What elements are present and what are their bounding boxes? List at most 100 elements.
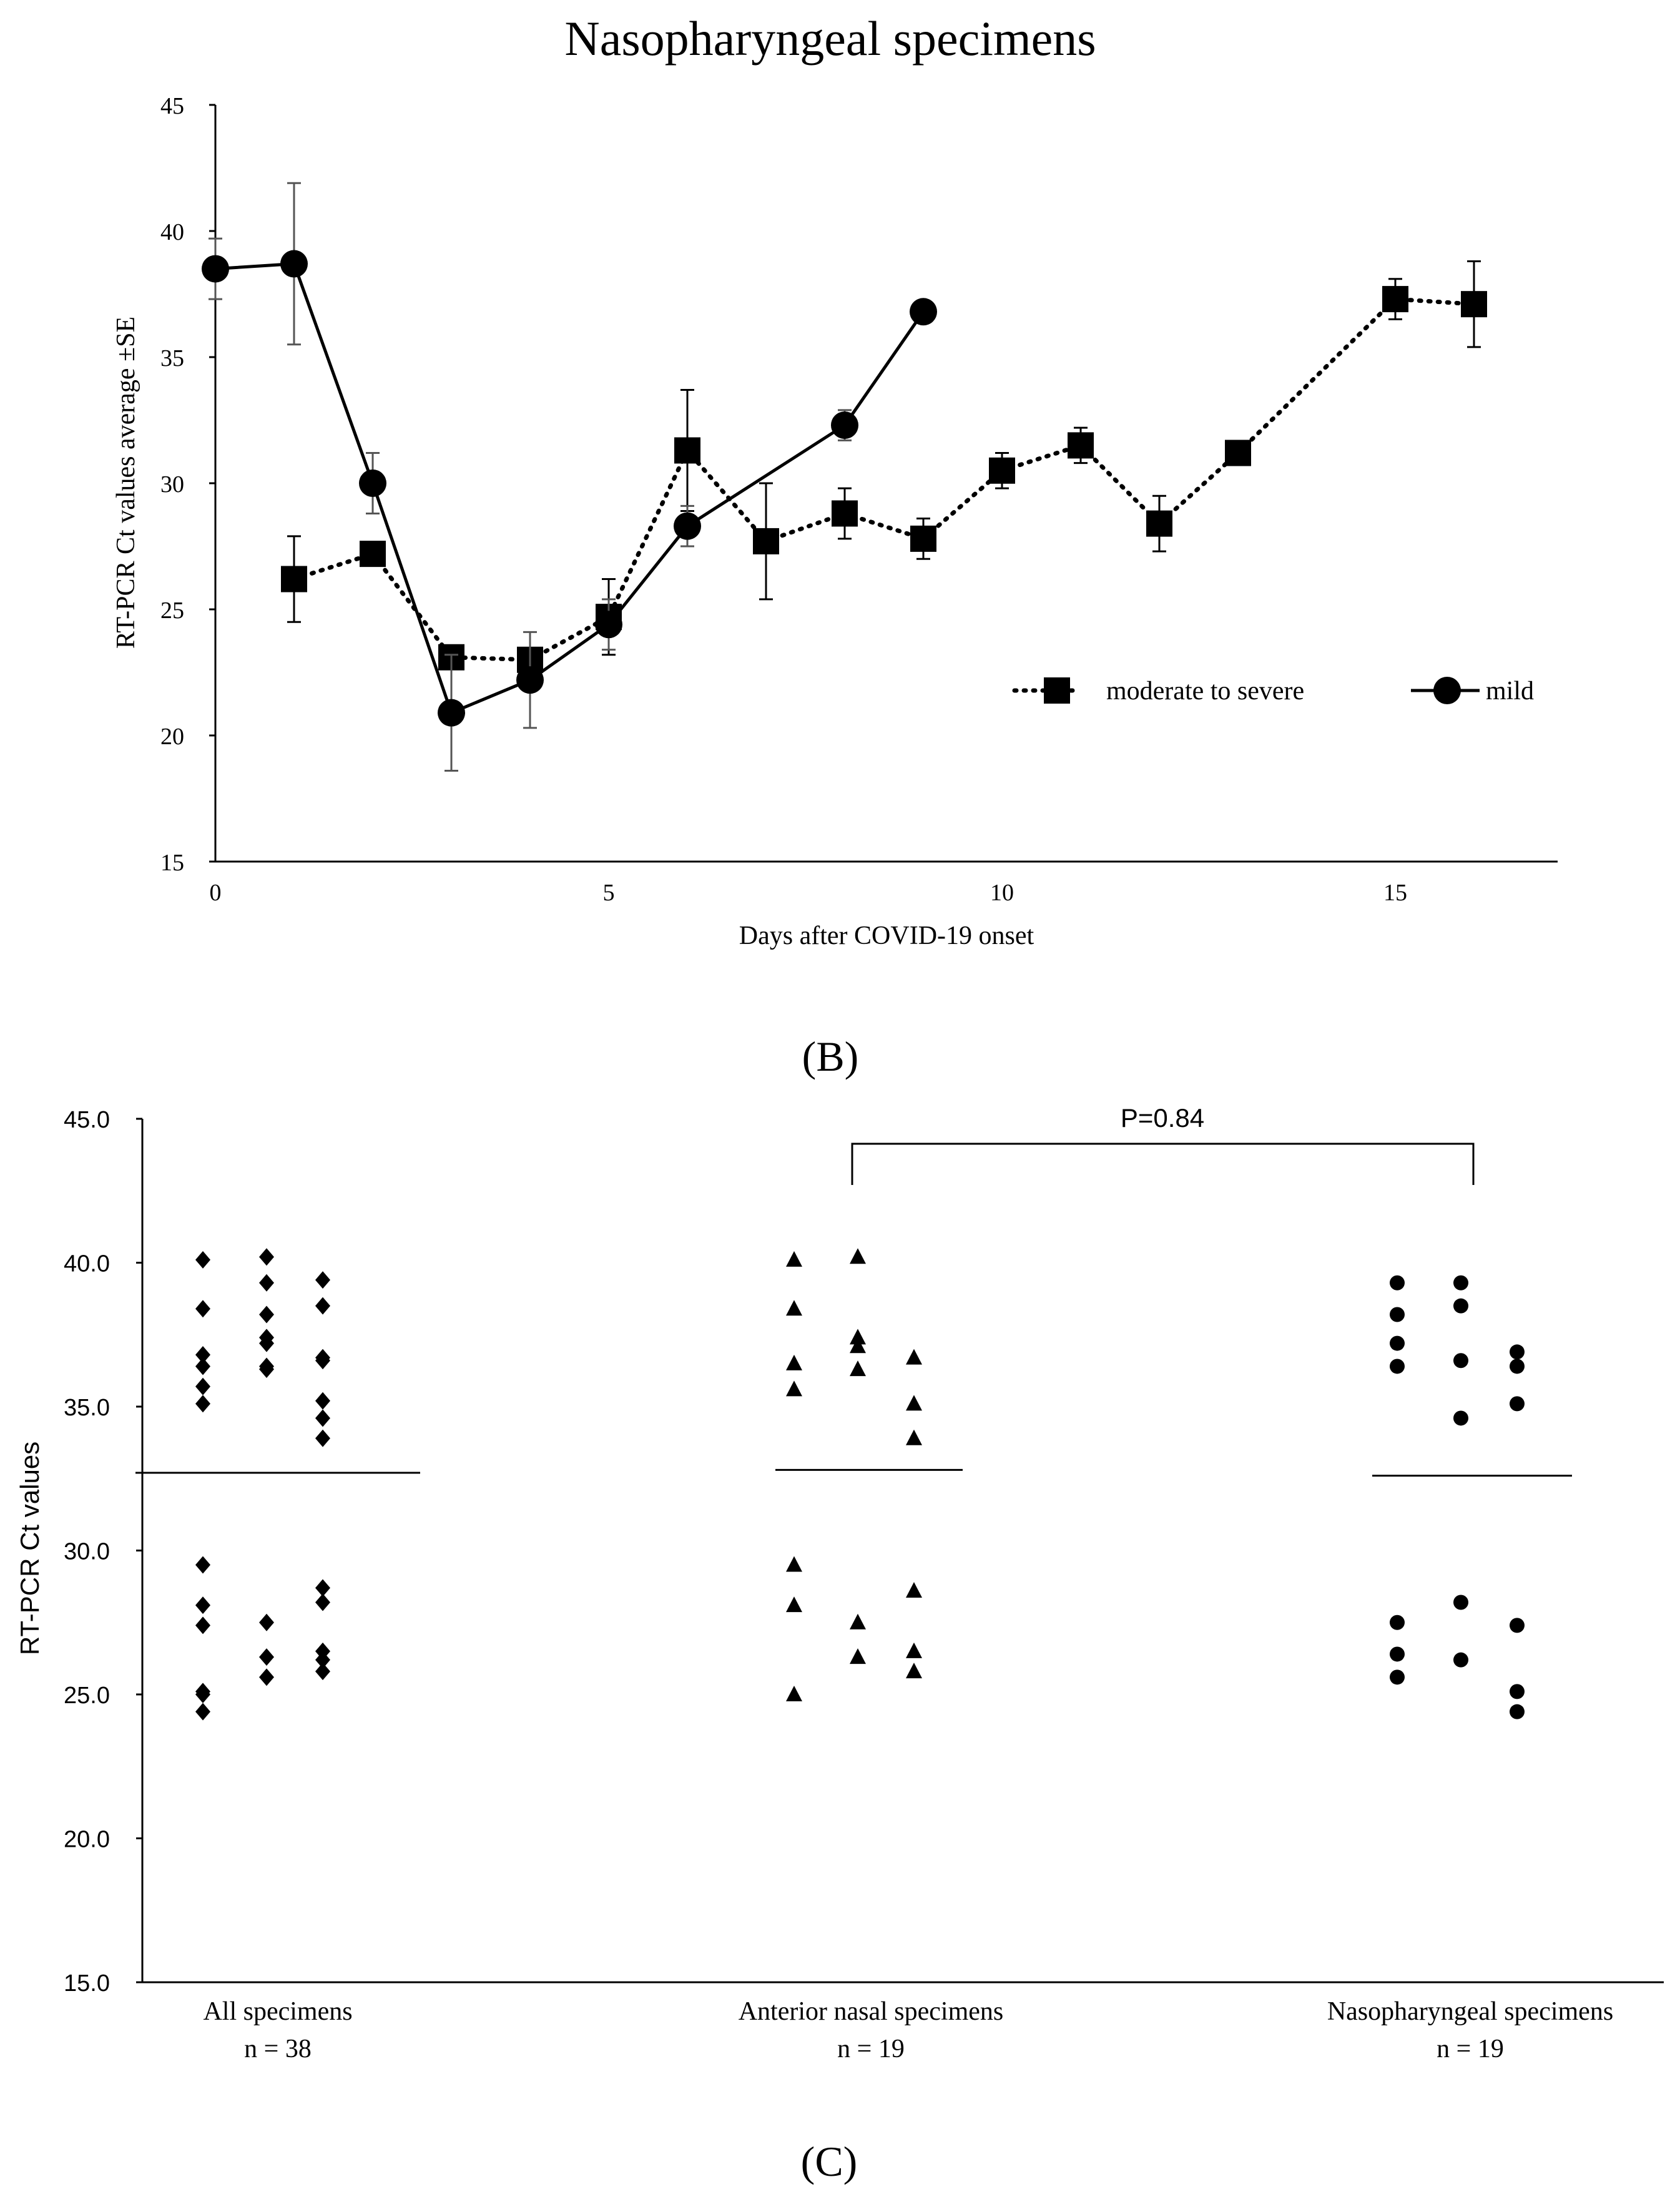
- data-point-diamond: [259, 1360, 274, 1379]
- bracket-line: [851, 1143, 1475, 1185]
- data-point-diamond: [315, 1579, 330, 1597]
- data-point-triangle: [850, 1613, 866, 1630]
- data-point-triangle: [786, 1596, 802, 1613]
- panel-label-b: (B): [802, 1033, 859, 1080]
- data-point-circle: [516, 666, 544, 694]
- data-point-square: [1382, 286, 1408, 313]
- line-chart-x-ticks: 0 5 10 15: [210, 880, 1408, 906]
- category-n-label: n = 38: [244, 2035, 312, 2063]
- category-n-label: n = 19: [1437, 2035, 1504, 2063]
- line-chart: Nasopharyngeal specimens 15202530354045 …: [112, 11, 1558, 950]
- data-point-diamond: [315, 1593, 330, 1611]
- x-tick-label: 10: [990, 880, 1014, 906]
- data-point-diamond: [315, 1651, 330, 1669]
- legend-circle-marker: [1433, 677, 1461, 704]
- data-point-diamond: [259, 1248, 274, 1266]
- legend-label-moderate-to-severe: moderate to severe: [1106, 677, 1304, 705]
- data-point-circle: [1453, 1410, 1468, 1426]
- data-point-diamond: [259, 1613, 274, 1631]
- data-point-triangle: [850, 1329, 866, 1345]
- y-tick-label: 20: [160, 724, 184, 750]
- data-point-circle: [1453, 1595, 1468, 1610]
- data-point-diamond: [259, 1305, 274, 1324]
- data-point-square: [989, 457, 1015, 484]
- data-point-square: [832, 500, 858, 527]
- data-point-triangle: [786, 1556, 802, 1572]
- series-moderate-to-severe: [281, 260, 1487, 673]
- data-point-circle: [831, 411, 858, 440]
- data-point-diamond: [315, 1392, 330, 1410]
- data-point-diamond: [259, 1668, 274, 1686]
- data-point-circle: [1453, 1298, 1468, 1314]
- data-point-diamond: [195, 1300, 210, 1318]
- legend-entry-moderate-to-severe: moderate to severe: [1012, 677, 1304, 705]
- y-tick-label: 25.0: [64, 1683, 110, 1709]
- comparison-bracket: P=0.84: [851, 1103, 1475, 1185]
- y-tick-label: 15: [160, 850, 184, 876]
- data-point-triangle: [906, 1429, 922, 1445]
- group-anterior-nasal-specimens: Anterior nasal specimens n = 19: [739, 1248, 1004, 2063]
- category-label: Nasopharyngeal specimens: [1327, 1997, 1613, 2026]
- data-point-triangle: [786, 1380, 802, 1397]
- data-point-square: [753, 528, 779, 554]
- category-label: Anterior nasal specimens: [739, 1997, 1004, 2026]
- data-point-diamond: [315, 1271, 330, 1289]
- x-tick-label: 15: [1383, 880, 1407, 906]
- panel-label-c: (C): [801, 2138, 858, 2185]
- line-chart-series: [202, 182, 1487, 772]
- data-point-circle: [1510, 1396, 1525, 1412]
- data-point-triangle: [906, 1663, 922, 1679]
- data-point-diamond: [315, 1429, 330, 1447]
- y-tick-label: 40.0: [64, 1251, 110, 1277]
- legend-square-marker: [1044, 677, 1070, 704]
- data-point-triangle: [786, 1251, 802, 1267]
- p-value-label: P=0.84: [1121, 1103, 1204, 1133]
- data-point-triangle: [850, 1337, 866, 1354]
- data-point-diamond: [195, 1556, 210, 1574]
- dot-plot: 15.0 20.0 25.0 30.0 35.0 40.0 45.0 RT-PCR Ct v…: [15, 1103, 1664, 2063]
- y-tick-label: 40: [160, 219, 184, 245]
- panel-label-c-text: (C): [801, 2138, 858, 2185]
- data-point-circle: [1510, 1618, 1525, 1633]
- data-point-circle: [674, 512, 701, 540]
- line-chart-title: Nasopharyngeal specimens: [564, 11, 1096, 66]
- data-point-diamond: [195, 1357, 210, 1375]
- legend-entry-mild: mild: [1411, 677, 1534, 705]
- data-point-circle: [1510, 1704, 1525, 1719]
- data-point-triangle: [850, 1648, 866, 1664]
- series-mild: [202, 182, 937, 772]
- y-tick-label: 35.0: [64, 1395, 110, 1421]
- data-point-triangle: [786, 1300, 802, 1316]
- data-point-circle: [1453, 1275, 1468, 1290]
- data-point-diamond: [195, 1616, 210, 1634]
- data-point-circle: [1390, 1275, 1405, 1290]
- data-point-square: [1146, 510, 1172, 537]
- data-point-circle: [359, 469, 386, 497]
- data-point-circle: [595, 611, 622, 639]
- data-point-circle: [1510, 1684, 1525, 1699]
- data-point-circle: [280, 250, 308, 278]
- data-point-diamond: [195, 1596, 210, 1615]
- data-point-circle: [1453, 1353, 1468, 1369]
- data-point-diamond: [315, 1352, 330, 1370]
- category-n-label: n = 19: [837, 2035, 905, 2063]
- data-point-diamond: [195, 1346, 210, 1364]
- y-tick-label: 25: [160, 597, 184, 624]
- data-point-triangle: [906, 1395, 922, 1411]
- dot-plot-y-label: RT-PCR Ct values: [15, 1442, 44, 1655]
- legend-label-mild: mild: [1486, 677, 1534, 705]
- y-tick-label: 20.0: [64, 1827, 110, 1853]
- group-nasopharyngeal-specimens: Nasopharyngeal specimens n = 19: [1327, 1275, 1613, 2063]
- x-tick-label: 5: [603, 880, 615, 906]
- y-tick-label: 35: [160, 345, 184, 371]
- group-all-specimens: All specimens n = 38: [135, 1248, 420, 2063]
- line-chart-legend: moderate to severe mild: [1012, 677, 1534, 705]
- y-tick-label: 30.0: [64, 1539, 110, 1565]
- data-point-square: [910, 525, 936, 552]
- line-chart-y-label: RT-PCR Ct values average ±SE: [112, 317, 140, 649]
- data-point-diamond: [195, 1377, 210, 1395]
- data-point-diamond: [315, 1297, 330, 1315]
- data-point-circle: [1510, 1359, 1525, 1374]
